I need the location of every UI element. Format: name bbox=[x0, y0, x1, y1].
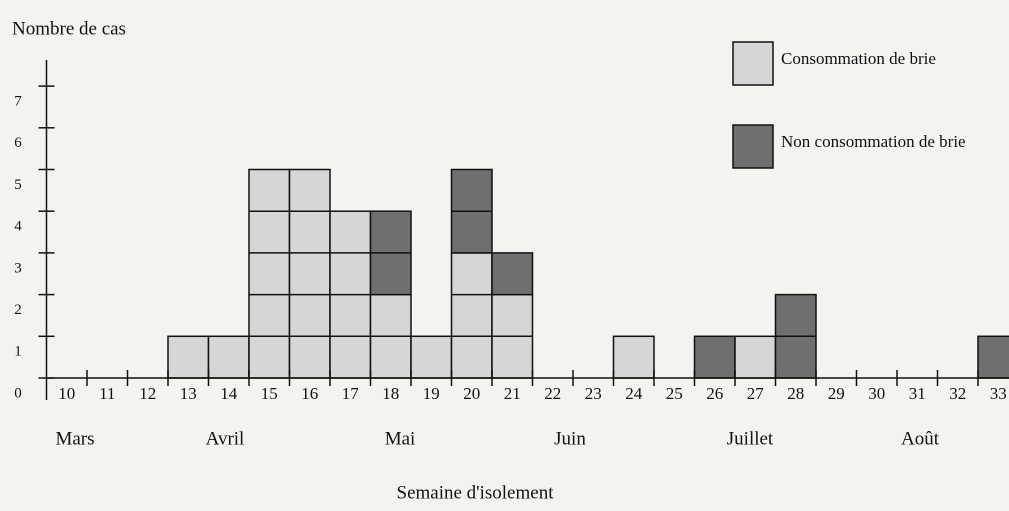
bar-segment bbox=[410, 335, 453, 379]
bar-segment bbox=[612, 335, 655, 379]
x-axis-label: Semaine d'isolement bbox=[397, 482, 555, 503]
month-label: Mai bbox=[385, 428, 416, 449]
x-tick-label: 31 bbox=[909, 384, 926, 403]
y-tick-label: 1 bbox=[14, 344, 22, 360]
bar-segment bbox=[491, 252, 534, 296]
x-tick-label: 33 bbox=[990, 384, 1007, 403]
x-tick-label: 18 bbox=[382, 384, 399, 403]
x-tick-label: 27 bbox=[747, 384, 765, 403]
bar-segment bbox=[977, 335, 1009, 379]
x-tick-label: 25 bbox=[666, 384, 683, 403]
x-tick-label: 11 bbox=[99, 384, 115, 403]
x-tick-label: 20 bbox=[463, 384, 480, 403]
bar-segment bbox=[207, 335, 250, 379]
x-tick-label: 29 bbox=[828, 384, 845, 403]
month-label: Avril bbox=[206, 428, 245, 449]
bar-segment bbox=[288, 168, 331, 379]
bar-segment bbox=[450, 252, 493, 379]
x-tick-label: 21 bbox=[504, 384, 521, 403]
bar-segment bbox=[693, 335, 736, 379]
x-tick-label: 17 bbox=[342, 384, 360, 403]
x-tick-label: 19 bbox=[423, 384, 440, 403]
y-tick-label: 4 bbox=[14, 219, 22, 235]
legend-label: Consommation de brie bbox=[781, 49, 936, 68]
x-tick-label: 23 bbox=[585, 384, 602, 403]
x-tick-label: 26 bbox=[706, 384, 723, 403]
x-tick-label: 15 bbox=[261, 384, 278, 403]
bar-segment bbox=[734, 335, 777, 379]
month-label: Août bbox=[901, 428, 940, 449]
x-tick-label: 10 bbox=[58, 384, 75, 403]
x-tick-label: 24 bbox=[625, 384, 643, 403]
x-tick-label: 14 bbox=[220, 384, 238, 403]
y-tick-label: 5 bbox=[14, 177, 22, 193]
x-tick-label: 30 bbox=[868, 384, 885, 403]
x-tick-label: 12 bbox=[139, 384, 156, 403]
x-tick-label: 22 bbox=[544, 384, 561, 403]
bar-segment bbox=[167, 335, 210, 379]
x-tick-label: 28 bbox=[787, 384, 804, 403]
legend-label: Non consommation de brie bbox=[781, 132, 966, 151]
legend-swatch bbox=[732, 124, 774, 169]
y-tick-label: 0 bbox=[14, 385, 22, 401]
x-tick-label: 32 bbox=[949, 384, 966, 403]
y-axis-label: Nombre de cas bbox=[12, 18, 126, 39]
y-tick-label: 3 bbox=[14, 260, 22, 276]
legend-swatch bbox=[732, 41, 774, 86]
x-tick-label: 16 bbox=[301, 384, 318, 403]
y-tick-label: 6 bbox=[14, 135, 22, 151]
y-tick-label: 7 bbox=[14, 94, 22, 110]
month-label: Juillet bbox=[727, 428, 774, 449]
y-tick-label: 2 bbox=[14, 302, 22, 318]
month-label: Juin bbox=[554, 428, 586, 449]
x-tick-label: 13 bbox=[180, 384, 197, 403]
month-label: Mars bbox=[55, 428, 94, 449]
bar-segment bbox=[248, 168, 291, 379]
